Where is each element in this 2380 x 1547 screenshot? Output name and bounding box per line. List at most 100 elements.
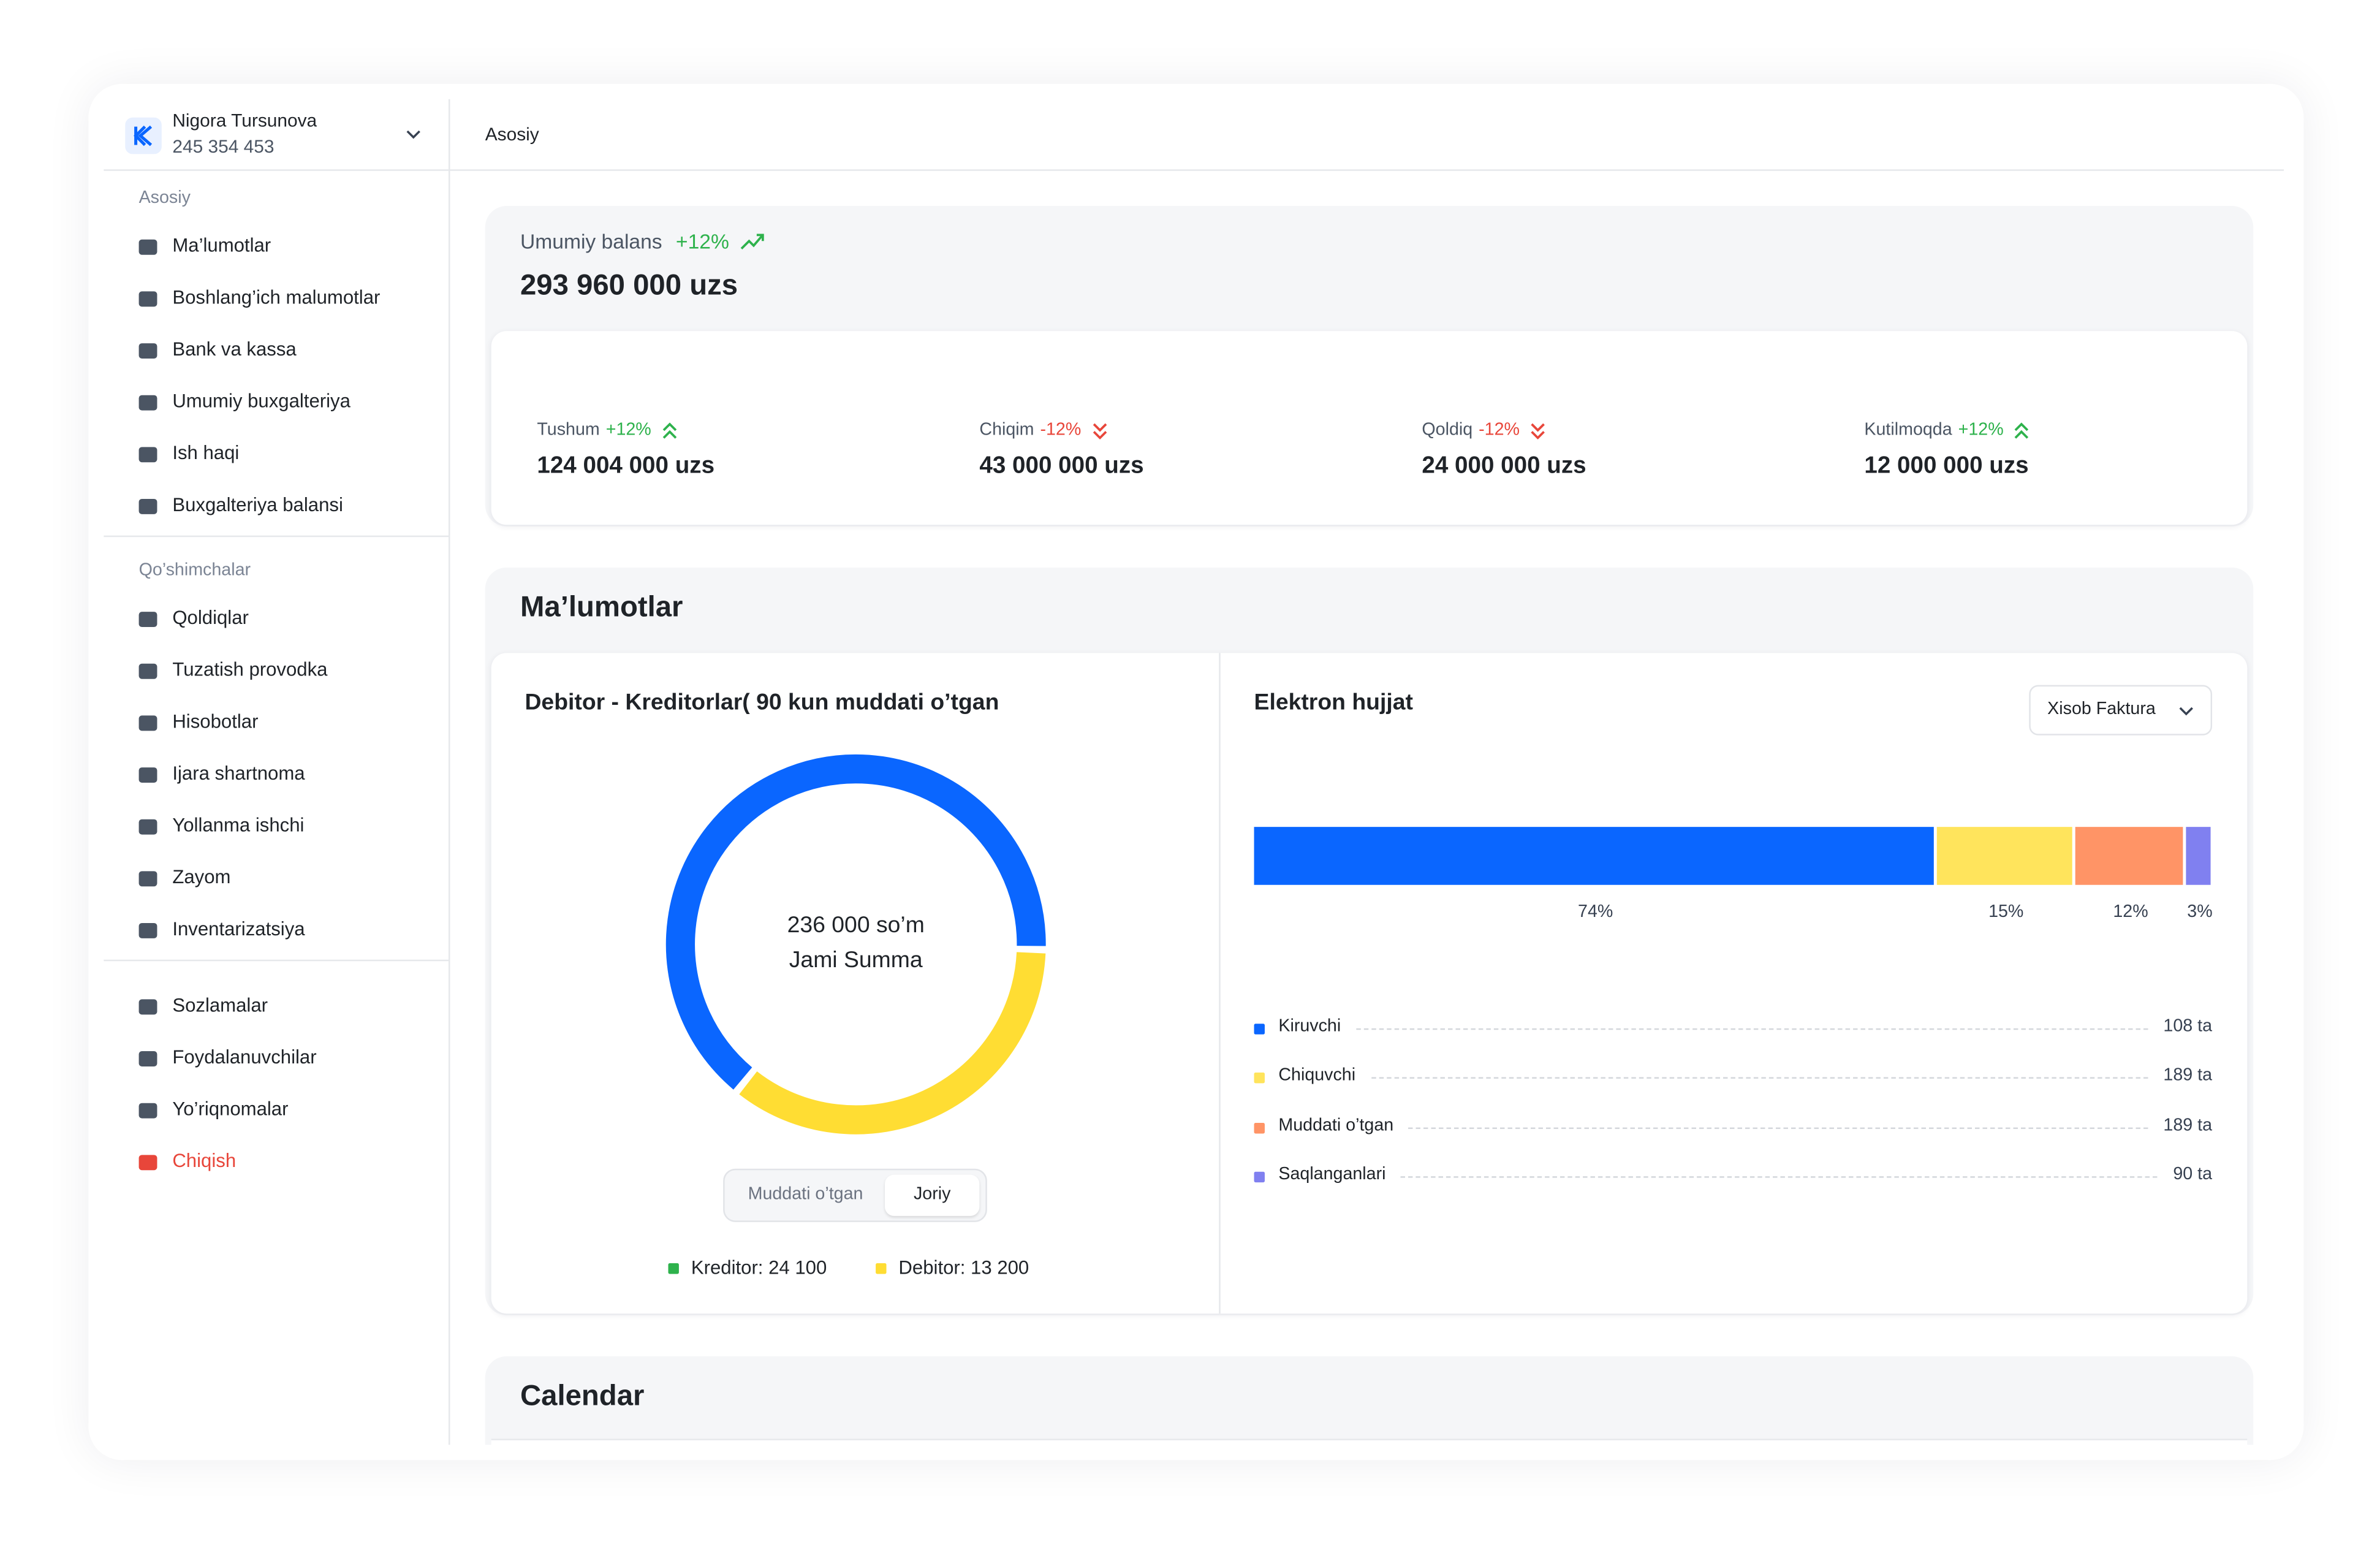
donut-center-value: 236 000 so’m: [787, 912, 925, 938]
nav-icon: [138, 612, 157, 628]
dropdown[interactable]: Xisob Faktura: [2029, 685, 2213, 735]
nav-icon: [138, 922, 157, 938]
nav-item[interactable]: Umumiy buxgalteriya: [172, 390, 351, 412]
section-label: Qo’shimchalar: [138, 561, 251, 580]
section-label: Asosiy: [138, 189, 191, 208]
bar-label: 12%: [2113, 902, 2148, 921]
debitor-title: Debitor - Kreditorlar( 90 kun muddati o’…: [525, 690, 999, 716]
nav-icon: [138, 395, 157, 411]
donut-center-label: Jami Summa: [789, 947, 923, 974]
sidebar-header-line: [104, 169, 449, 171]
legend-swatch: [1254, 1073, 1265, 1084]
legend-swatch: [1254, 1122, 1265, 1133]
sidebar-divider: [104, 535, 449, 538]
nav-item[interactable]: Zayom: [172, 866, 231, 888]
nav-item[interactable]: Bank va kassa: [172, 338, 297, 360]
nav-icon: [138, 239, 157, 255]
bar-segment: [1936, 827, 2072, 885]
leader-line: [1356, 1028, 2148, 1030]
leader-line: [1370, 1078, 2148, 1079]
nav-icon: [138, 1103, 157, 1119]
sidebar-divider: [104, 959, 449, 962]
calendar-title: Calendar: [520, 1380, 645, 1413]
stat-value: 12 000 000 uzs: [1864, 453, 2029, 479]
legend-swatch: [668, 1263, 679, 1274]
nav-icon: [138, 1155, 157, 1171]
nav-icon: [138, 343, 157, 359]
nav-item[interactable]: Foydalanuvchilar: [172, 1046, 317, 1068]
legend-count: 189 ta: [2163, 1116, 2213, 1135]
user-chevron[interactable]: [406, 128, 421, 140]
nav-icon: [138, 663, 157, 679]
nav-icon: [138, 291, 157, 307]
section-title: Ma’lumotlar: [520, 591, 683, 625]
stat-value: 124 004 000 uzs: [537, 453, 715, 479]
leader-line: [1409, 1127, 2148, 1128]
dropdown-chevron: [2179, 707, 2193, 716]
tab[interactable]: Muddati o’tgan: [748, 1185, 863, 1204]
user-phone: 245 354 453: [172, 135, 275, 158]
user-name: Nigora Tursunova: [172, 110, 317, 132]
donut-arc: [665, 754, 1046, 1090]
trend-arrow: [2015, 422, 2029, 439]
nav-icon: [138, 498, 157, 514]
bar-label: 15%: [1988, 902, 2023, 921]
bar-label: 3%: [2187, 902, 2212, 921]
nav-icon: [138, 871, 157, 887]
stat-value: 43 000 000 uzs: [979, 453, 1144, 479]
donut-arc: [739, 952, 1046, 1135]
legend-count: 189 ta: [2163, 1066, 2213, 1085]
balance-value: 293 960 000 uzs: [520, 270, 738, 302]
breadcrumb[interactable]: Asosiy: [485, 123, 539, 145]
logo: [125, 117, 162, 154]
nav-item[interactable]: Ish haqi: [172, 442, 240, 464]
bar-label: 74%: [1578, 902, 1613, 921]
calendar-panel: [485, 1356, 2254, 1445]
stats-card: [491, 331, 2248, 525]
legend-count: 90 ta: [2173, 1165, 2213, 1184]
nav-item[interactable]: Qoldiqlar: [172, 607, 249, 629]
nav-item[interactable]: Chiqish: [172, 1150, 237, 1172]
legend-swatch: [1254, 1171, 1265, 1182]
sidebar-divider: [448, 99, 450, 1445]
tab[interactable]: Joriy: [885, 1174, 980, 1216]
nav-icon: [138, 999, 157, 1015]
legend-name: Muddati o’tgan: [1278, 1116, 1394, 1135]
nav-icon: [138, 447, 157, 463]
bar-segment: [2186, 827, 2211, 885]
nav-item[interactable]: Yollanma ishchi: [172, 815, 305, 837]
nav-item[interactable]: Yo’riqnomalar: [172, 1098, 289, 1120]
nav-item[interactable]: Inventarizatsiya: [172, 918, 305, 940]
nav-item[interactable]: Tuzatish provodka: [172, 659, 328, 681]
nav-item[interactable]: Hisobotlar: [172, 710, 259, 732]
calendar-card: [491, 1439, 2248, 1446]
legend-count: 108 ta: [2163, 1017, 2213, 1036]
legend-label: Debitor: 13 200: [898, 1257, 1029, 1279]
nav-icon: [138, 715, 157, 731]
trend-arrow: [662, 422, 676, 439]
legend-swatch: [876, 1263, 887, 1274]
elektron-title: Elektron hujjat: [1254, 690, 1413, 716]
balance-change: +12%: [675, 230, 729, 254]
legend-name: Saqlanganlari: [1278, 1165, 1386, 1184]
nav-icon: [138, 819, 157, 835]
stat-change: +12%: [605, 421, 651, 439]
nav-item[interactable]: Boshlang’ich malumotlar: [172, 286, 381, 308]
nav-item[interactable]: Ma’lumotlar: [172, 235, 271, 257]
nav-icon: [138, 767, 157, 783]
header-line: [450, 169, 2284, 171]
nav-icon: [138, 1051, 157, 1066]
stat-label: Qoldiq: [1422, 421, 1473, 439]
stat-value: 24 000 000 uzs: [1422, 453, 1586, 479]
stat-label: Kutilmoqda: [1864, 421, 1952, 439]
nav-item[interactable]: Ijara shartnoma: [172, 762, 305, 785]
stat-label: Tushum: [537, 421, 600, 439]
legend-name: Kiruvchi: [1278, 1017, 1341, 1036]
legend-label: Kreditor: 24 100: [691, 1257, 827, 1279]
nav-item[interactable]: Buxgalteriya balansi: [172, 494, 343, 516]
trend-arrow: [1092, 423, 1107, 439]
nav-item[interactable]: Sozlamalar: [172, 994, 268, 1016]
